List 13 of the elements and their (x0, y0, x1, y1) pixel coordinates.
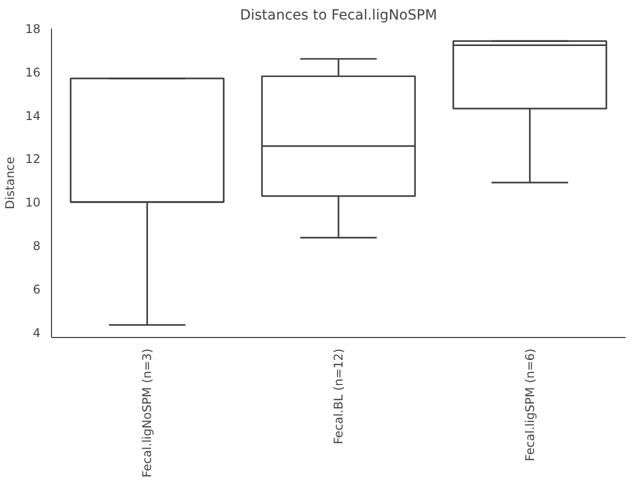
x-tick-label: Fecal.ligSPM (n=6) (522, 348, 537, 462)
y-tick-label: 14 (25, 108, 41, 123)
y-tick-label: 10 (25, 196, 41, 210)
y-tick-label: 4 (32, 326, 41, 340)
y-tick-label: 18 (25, 22, 41, 36)
y-tick-label: 12 (25, 152, 41, 166)
x-tick-label: Fecal.BL (n=12) (332, 348, 346, 444)
chart-title: Distances to Fecal.ligNoSPM (240, 8, 438, 24)
y-axis-title: Distance (3, 156, 18, 210)
x-tick-label: Fecal.ligNoSPM (n=3) (140, 348, 154, 478)
y-tick-label: 6 (32, 282, 41, 296)
y-tick-label: 16 (25, 65, 41, 80)
y-tick-label: 8 (32, 238, 41, 253)
